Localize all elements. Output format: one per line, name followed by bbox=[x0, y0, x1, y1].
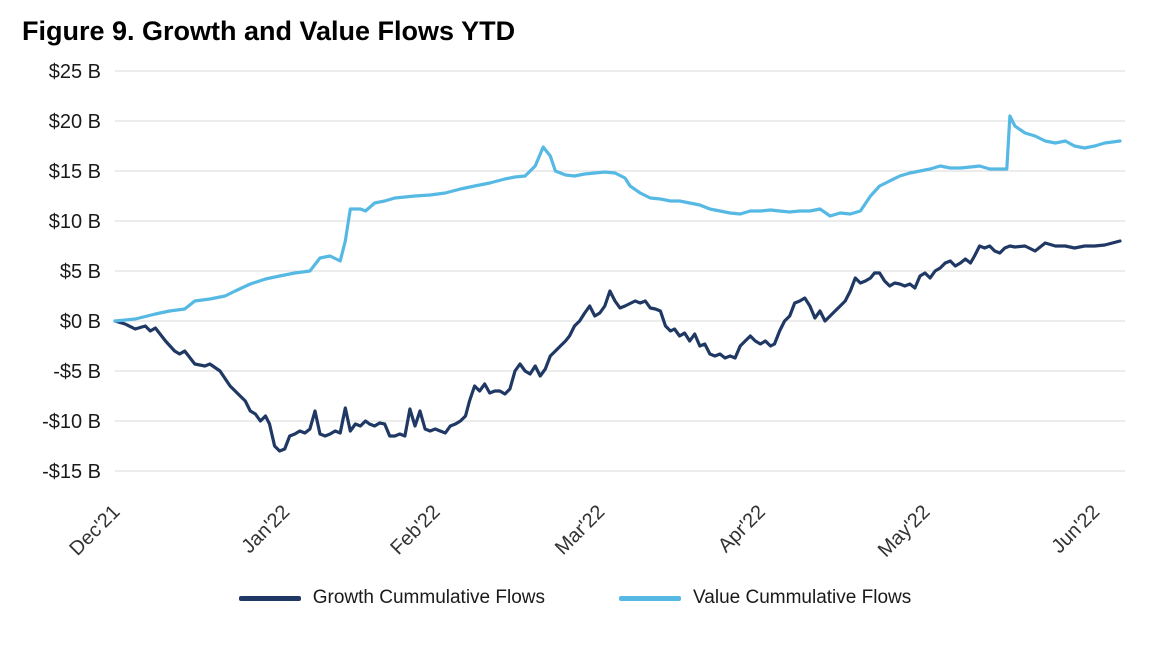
y-axis-tick-label: $25 B bbox=[49, 61, 101, 83]
x-axis-tick-label: Mar'22 bbox=[551, 501, 609, 559]
y-axis-tick-label: $0 B bbox=[60, 311, 101, 333]
x-axis-tick-label: Jan'22 bbox=[237, 501, 294, 558]
x-axis-tick-label: Dec'21 bbox=[65, 501, 124, 560]
y-axis-tick-label: -$15 B bbox=[42, 461, 101, 483]
chart-legend: Growth Cummulative Flows Value Cummulati… bbox=[0, 587, 1150, 609]
y-axis-tick-label: $5 B bbox=[60, 261, 101, 283]
y-axis-tick-label: $15 B bbox=[49, 161, 101, 183]
y-axis-tick-label: $10 B bbox=[49, 211, 101, 233]
value-flows-line bbox=[113, 114, 1122, 323]
y-axis-tick-label: -$10 B bbox=[42, 411, 101, 433]
x-axis-tick-label: May'22 bbox=[874, 501, 935, 561]
legend-item-value: Value Cummulative Flows bbox=[619, 587, 911, 609]
x-axis-tick-label: Apr'22 bbox=[714, 501, 770, 557]
legend-item-growth: Growth Cummulative Flows bbox=[238, 587, 546, 609]
growth-flows-line bbox=[113, 239, 1122, 453]
x-axis-tick-label: Jun'22 bbox=[1047, 501, 1104, 558]
line-chart: $25 B $20 B $15 B $10 B $5 B $0 B -$5 B -$10 B -… bbox=[42, 61, 1125, 561]
value-line-swatch bbox=[619, 595, 682, 601]
legend-label-growth: Growth Cummulative Flows bbox=[312, 587, 546, 608]
chart-title: Figure 9. Growth and Value Flows YTD bbox=[22, 16, 516, 46]
y-axis-tick-label: $20 B bbox=[49, 111, 101, 133]
growth-line-swatch bbox=[238, 595, 301, 601]
y-axis-tick-label: -$5 B bbox=[53, 361, 101, 383]
legend-label-value: Value Cummulative Flows bbox=[693, 587, 912, 608]
x-axis-tick-label: Feb'22 bbox=[386, 501, 444, 559]
